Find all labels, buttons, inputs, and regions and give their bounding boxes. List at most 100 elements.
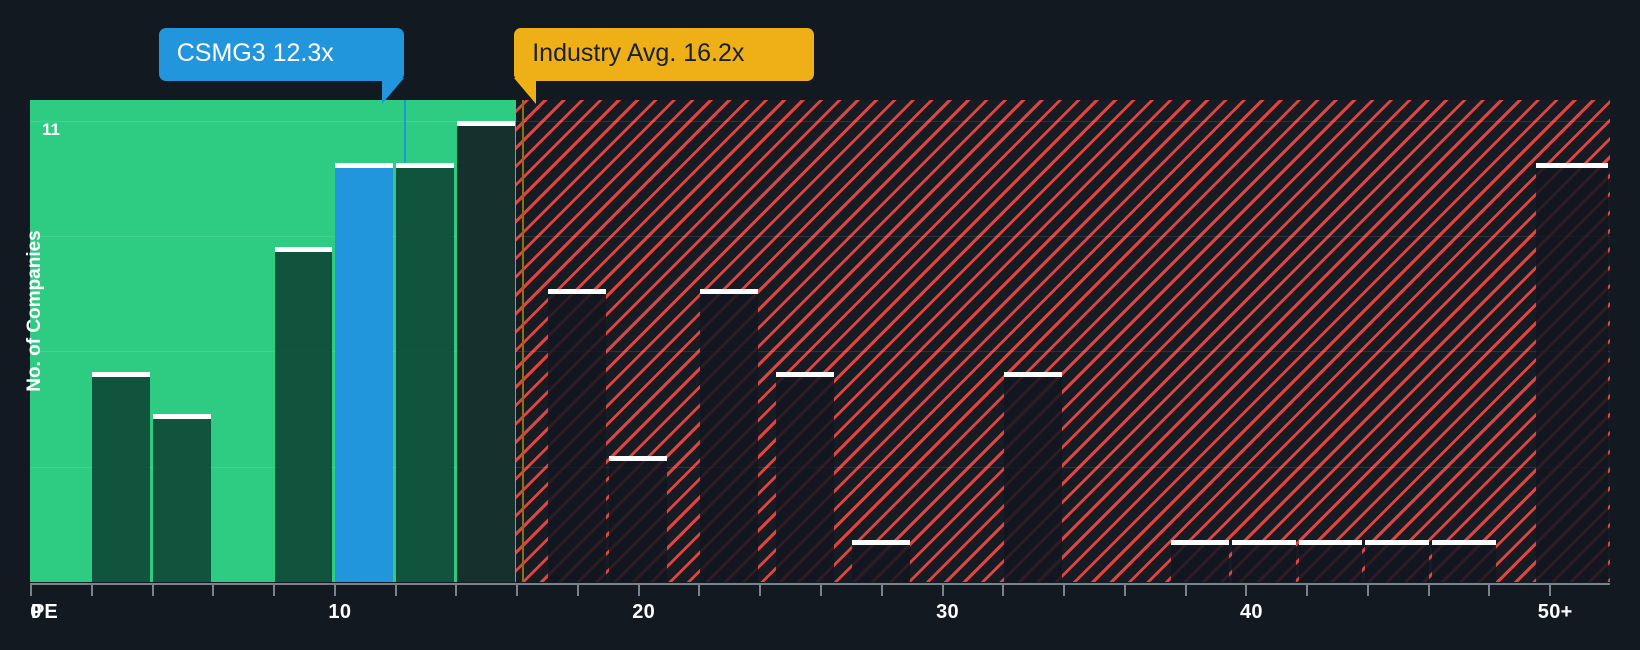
- bar-body: [1535, 167, 1609, 582]
- company-marker-line: [403, 100, 406, 163]
- bar[interactable]: [548, 288, 606, 582]
- bar-body: [274, 251, 333, 582]
- bar-body: [699, 293, 758, 582]
- bar[interactable]: [1365, 540, 1430, 582]
- bar-body: [396, 167, 454, 582]
- y-axis-title: No. of Companies: [24, 230, 45, 392]
- bar-body: [335, 167, 394, 582]
- bar[interactable]: [274, 246, 333, 582]
- x-tick: [333, 585, 336, 596]
- bar[interactable]: [608, 456, 667, 582]
- x-tick: [273, 585, 276, 596]
- bar-body: [92, 377, 151, 582]
- bar[interactable]: [775, 372, 834, 582]
- gridline: [30, 236, 1610, 238]
- x-tick: [698, 585, 701, 596]
- bar[interactable]: [456, 120, 515, 582]
- bar-cap: [775, 372, 834, 378]
- bar-cap: [1003, 372, 1062, 378]
- bar[interactable]: [699, 288, 758, 582]
- x-tick: [1427, 585, 1430, 596]
- x-tick: [759, 585, 762, 596]
- bar-cap: [396, 162, 454, 168]
- bar[interactable]: [851, 540, 910, 582]
- x-tick-label: 50+: [1537, 601, 1573, 623]
- bar-cap: [1535, 162, 1609, 168]
- y-max-value: 11: [42, 120, 60, 139]
- bar[interactable]: [1003, 372, 1062, 582]
- x-tick: [1002, 585, 1005, 596]
- x-axis-title: PE: [31, 601, 58, 623]
- x-tick-label: 20: [632, 601, 656, 623]
- bar-cap: [153, 414, 211, 420]
- x-tick: [880, 585, 883, 596]
- bar[interactable]: [1298, 540, 1363, 582]
- x-axis-line: [30, 583, 1610, 585]
- gridline: [30, 120, 1610, 122]
- x-tick: [1306, 585, 1309, 596]
- bar-cap: [1170, 540, 1229, 546]
- gridline: [30, 351, 1610, 353]
- bar[interactable]: [1231, 540, 1296, 582]
- bar-cap: [335, 162, 394, 168]
- x-tick: [394, 585, 397, 596]
- x-tick: [637, 585, 640, 596]
- x-tick: [90, 585, 93, 596]
- industry-callout[interactable]: Industry Avg. 16.2x: [514, 28, 815, 81]
- bar-body: [775, 377, 834, 582]
- x-tick: [576, 585, 579, 596]
- bar-body: [456, 125, 515, 582]
- bar-body: [1432, 545, 1497, 582]
- bar-body: [608, 461, 667, 582]
- x-tick: [212, 585, 215, 596]
- bar-body: [1231, 545, 1296, 582]
- x-tick: [1245, 585, 1248, 596]
- bar-cap: [92, 372, 151, 378]
- bar-cap: [456, 120, 515, 126]
- bar-body: [1298, 545, 1363, 582]
- industry-callout-label: Industry Avg. 16.2x: [532, 39, 745, 67]
- bar-body: [153, 419, 211, 582]
- bar-cap: [1298, 540, 1363, 546]
- bar-body: [851, 545, 910, 582]
- bar[interactable]: [92, 372, 151, 582]
- x-tick: [151, 585, 154, 596]
- x-tick-label: 0: [30, 601, 42, 623]
- x-tick-label: 10: [328, 601, 352, 623]
- zone-overvalued: [516, 100, 1610, 582]
- x-tick: [820, 585, 822, 596]
- plot-area: [30, 100, 1610, 582]
- x-tick: [1549, 585, 1552, 596]
- bar[interactable]: [1535, 162, 1609, 582]
- bar[interactable]: [1432, 540, 1497, 582]
- x-tick: [1063, 585, 1066, 596]
- bar-body: [548, 293, 606, 582]
- bar-cap: [274, 246, 333, 252]
- company-callout-tail: [381, 78, 404, 104]
- bar-cap: [608, 456, 667, 462]
- x-tick: [1366, 585, 1369, 596]
- company-callout-label: CSMG3 12.3x: [176, 39, 334, 67]
- x-tick: [1488, 585, 1491, 596]
- x-tick-label: 30: [936, 601, 959, 623]
- x-tick: [1184, 585, 1187, 596]
- industry-callout-tail: [514, 78, 537, 104]
- bar[interactable]: [396, 162, 454, 582]
- bar[interactable]: [153, 414, 211, 582]
- bar[interactable]: [335, 162, 394, 582]
- bar[interactable]: [1170, 540, 1229, 582]
- bar-cap: [1432, 540, 1497, 546]
- bar-body: [1003, 377, 1062, 582]
- x-tick: [30, 585, 32, 596]
- bar-cap: [699, 288, 758, 294]
- bar-cap: [1365, 540, 1430, 546]
- bar-body: [1170, 545, 1229, 582]
- bar-cap: [1231, 540, 1296, 546]
- x-tick: [455, 585, 458, 596]
- x-tick-label: 40: [1239, 601, 1263, 623]
- industry-average-line: [522, 100, 525, 582]
- bar-cap: [548, 288, 606, 294]
- company-callout[interactable]: CSMG3 12.3x: [158, 28, 404, 81]
- bar-cap: [851, 540, 910, 546]
